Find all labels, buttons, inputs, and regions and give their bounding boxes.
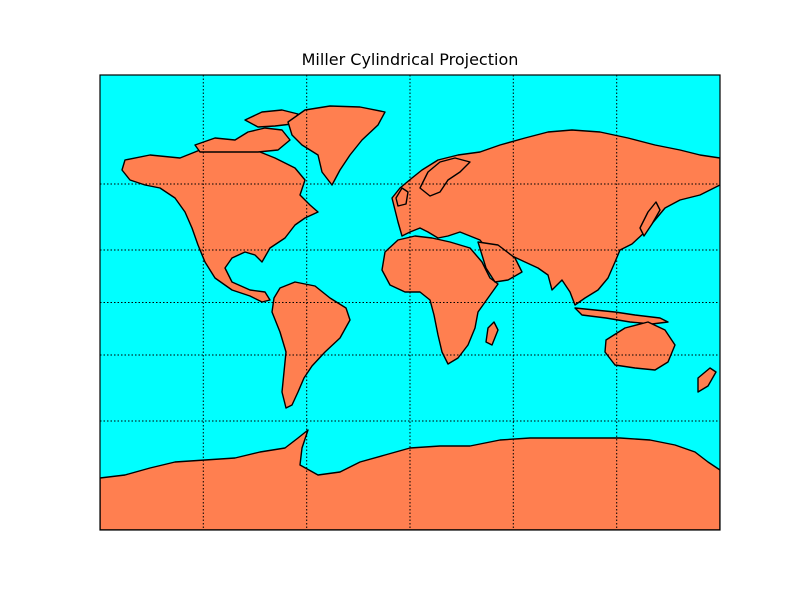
scandinavia <box>419 157 471 197</box>
british-isles <box>395 187 409 207</box>
map-frame <box>99 74 721 531</box>
new-zealand <box>697 367 717 393</box>
graticule <box>100 75 720 530</box>
japan <box>639 201 661 237</box>
south-america <box>271 281 351 409</box>
landmasses <box>100 105 720 530</box>
arabian-peninsula <box>477 241 523 283</box>
madagascar <box>485 321 499 346</box>
map-title: Miller Cylindrical Projection <box>301 50 519 69</box>
africa <box>381 235 499 365</box>
greenland <box>287 105 386 186</box>
indonesia <box>574 307 669 325</box>
australia <box>604 321 676 371</box>
arctic-islands <box>194 127 291 153</box>
antarctica <box>100 429 720 530</box>
north-america <box>121 147 319 303</box>
eurasia <box>391 129 720 306</box>
